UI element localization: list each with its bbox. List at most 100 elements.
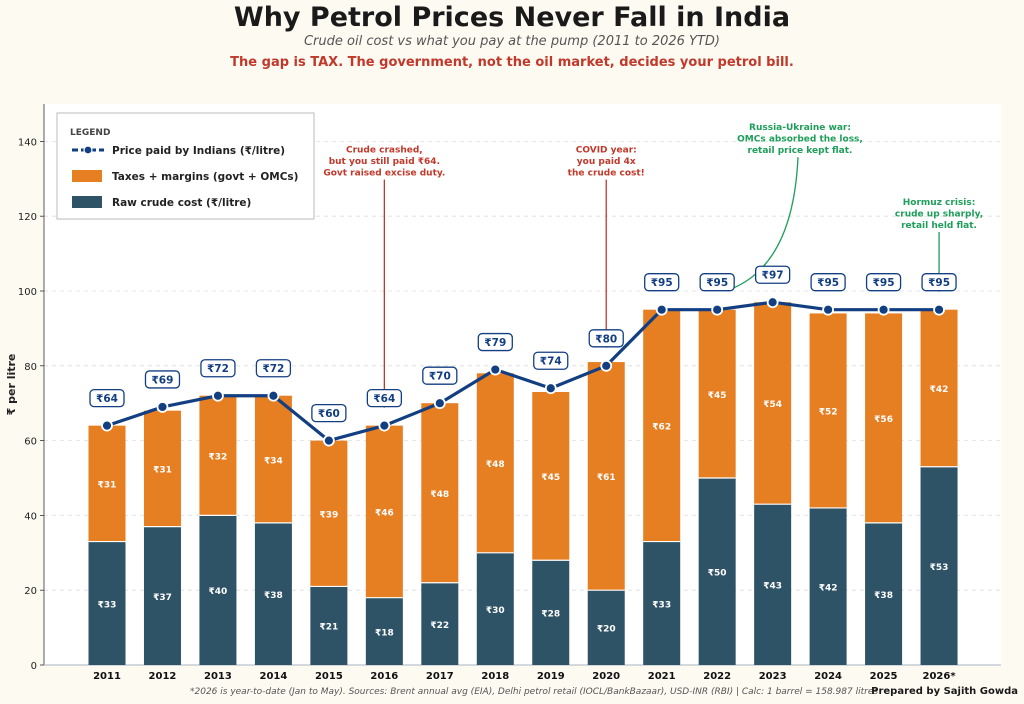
crude-value-label: ₹18 (375, 628, 394, 638)
bar-tax (698, 309, 736, 478)
price-point (600, 359, 613, 372)
price-label: ₹74 (540, 356, 562, 368)
y-tick-label: 80 (24, 362, 37, 373)
annotation-arrow (728, 157, 799, 291)
x-tick-label: 2011 (93, 671, 121, 682)
crude-value-label: ₹30 (486, 606, 505, 616)
y-tick-label: 20 (24, 586, 37, 597)
tax-value-label: ₹56 (874, 415, 893, 425)
x-tick-label: 2015 (315, 671, 343, 682)
tax-value-label: ₹42 (930, 385, 949, 395)
x-tick-label: 2021 (648, 671, 676, 682)
bar-crude (920, 466, 958, 665)
bar-crude (421, 582, 459, 665)
x-tick-label: 2016 (370, 671, 398, 682)
annotation-text: you paid 4x (577, 157, 636, 167)
annotation-text: Crude crashed, (346, 146, 423, 156)
price-point (822, 303, 835, 316)
x-tick-label: 2019 (537, 671, 565, 682)
price-label-box (89, 388, 125, 408)
bar-crude (199, 515, 237, 665)
bar-crude (365, 597, 403, 665)
legend-label-price: Price paid by Indians (₹/litre) (112, 145, 285, 157)
credit: Prepared by Sajith Gowda (871, 686, 1018, 697)
price-point (156, 401, 169, 413)
legend-label-tax: Taxes + margins (govt + OMCs) (112, 171, 298, 183)
price-point (544, 382, 557, 395)
annotation-text: Hormuz crisis: (903, 198, 976, 208)
annotation-text: but you still paid ₹64. (329, 157, 440, 167)
x-tick-label: 2014 (259, 671, 287, 682)
footer-note: *2026 is year-to-date (Jan to May). Sour… (190, 687, 879, 697)
bar-crude (143, 526, 181, 665)
price-label-box (311, 403, 347, 423)
x-tick-label: 2013 (204, 671, 232, 682)
annotation-text: crude up sharply, (895, 209, 983, 219)
bar-tax (254, 395, 292, 523)
crude-value-label: ₹37 (153, 593, 172, 603)
x-tick-label: 2026* (923, 671, 957, 682)
crude-value-label: ₹43 (763, 582, 782, 592)
y-axis-label: ₹ per litre (5, 354, 18, 416)
price-label: ₹60 (318, 408, 340, 420)
price-label-box (921, 273, 957, 292)
x-tick-label: 2023 (759, 671, 787, 682)
x-tick-label: 2017 (426, 671, 454, 682)
price-label-box (477, 332, 513, 352)
crude-value-label: ₹21 (319, 623, 338, 633)
price-label-box (588, 329, 624, 348)
bar-crude (88, 541, 126, 665)
price-point (101, 419, 113, 432)
legend-label-crude: Raw crude cost (₹/litre) (112, 197, 251, 209)
legend-swatch-crude (72, 196, 102, 208)
chart-tagline: The gap is TAX. The government, not the … (230, 55, 794, 70)
bar-crude (809, 507, 847, 665)
crude-value-label: ₹38 (874, 591, 893, 601)
crude-value-label: ₹22 (430, 621, 449, 631)
bar-tax (88, 425, 126, 542)
bar-tax (754, 302, 792, 505)
price-label-box (699, 273, 735, 292)
price-label-box (366, 388, 403, 408)
bar-tax (865, 313, 903, 523)
price-point (322, 434, 335, 447)
price-label: ₹72 (207, 363, 229, 375)
price-point (267, 389, 280, 402)
bar-tax (920, 309, 958, 467)
tax-value-label: ₹48 (486, 460, 505, 470)
y-tick-label: 0 (31, 661, 37, 672)
x-tick-label: 2020 (592, 671, 620, 682)
legend-swatch-tax (72, 170, 102, 182)
bar-tax (587, 362, 625, 591)
price-label: ₹95 (817, 277, 839, 289)
x-tick-label: 2025 (870, 671, 898, 682)
price-label-box (144, 370, 181, 389)
crude-value-label: ₹50 (708, 569, 727, 579)
annotation-text: retail price kept flat. (748, 146, 853, 156)
price-point (655, 303, 668, 316)
price-label-box (255, 359, 292, 378)
bar-crude (476, 552, 514, 665)
price-label-box (533, 351, 569, 370)
crude-value-label: ₹20 (597, 625, 616, 635)
annotation-text: Govt raised excise duty. (323, 169, 445, 179)
price-label-box (422, 366, 458, 385)
legend-title: LEGEND (70, 128, 110, 138)
price-point (489, 363, 502, 376)
annotation-text: COVID year: (576, 146, 637, 156)
bar-crude (865, 522, 903, 665)
price-label: ₹95 (928, 277, 950, 289)
bar-tax (143, 410, 181, 527)
x-tick-label: 2012 (149, 671, 177, 682)
tax-value-label: ₹34 (264, 456, 283, 466)
tax-value-label: ₹62 (652, 423, 671, 433)
tax-value-label: ₹31 (98, 481, 117, 491)
price-point (766, 296, 779, 309)
bar-tax (365, 425, 403, 598)
price-label: ₹72 (262, 363, 284, 375)
chart-subtitle: Crude oil cost vs what you pay at the pu… (303, 34, 721, 49)
annotation-text: OMCs absorbed the loss, (737, 135, 863, 145)
x-tick-label: 2018 (481, 671, 509, 682)
bar-tax (809, 313, 847, 508)
